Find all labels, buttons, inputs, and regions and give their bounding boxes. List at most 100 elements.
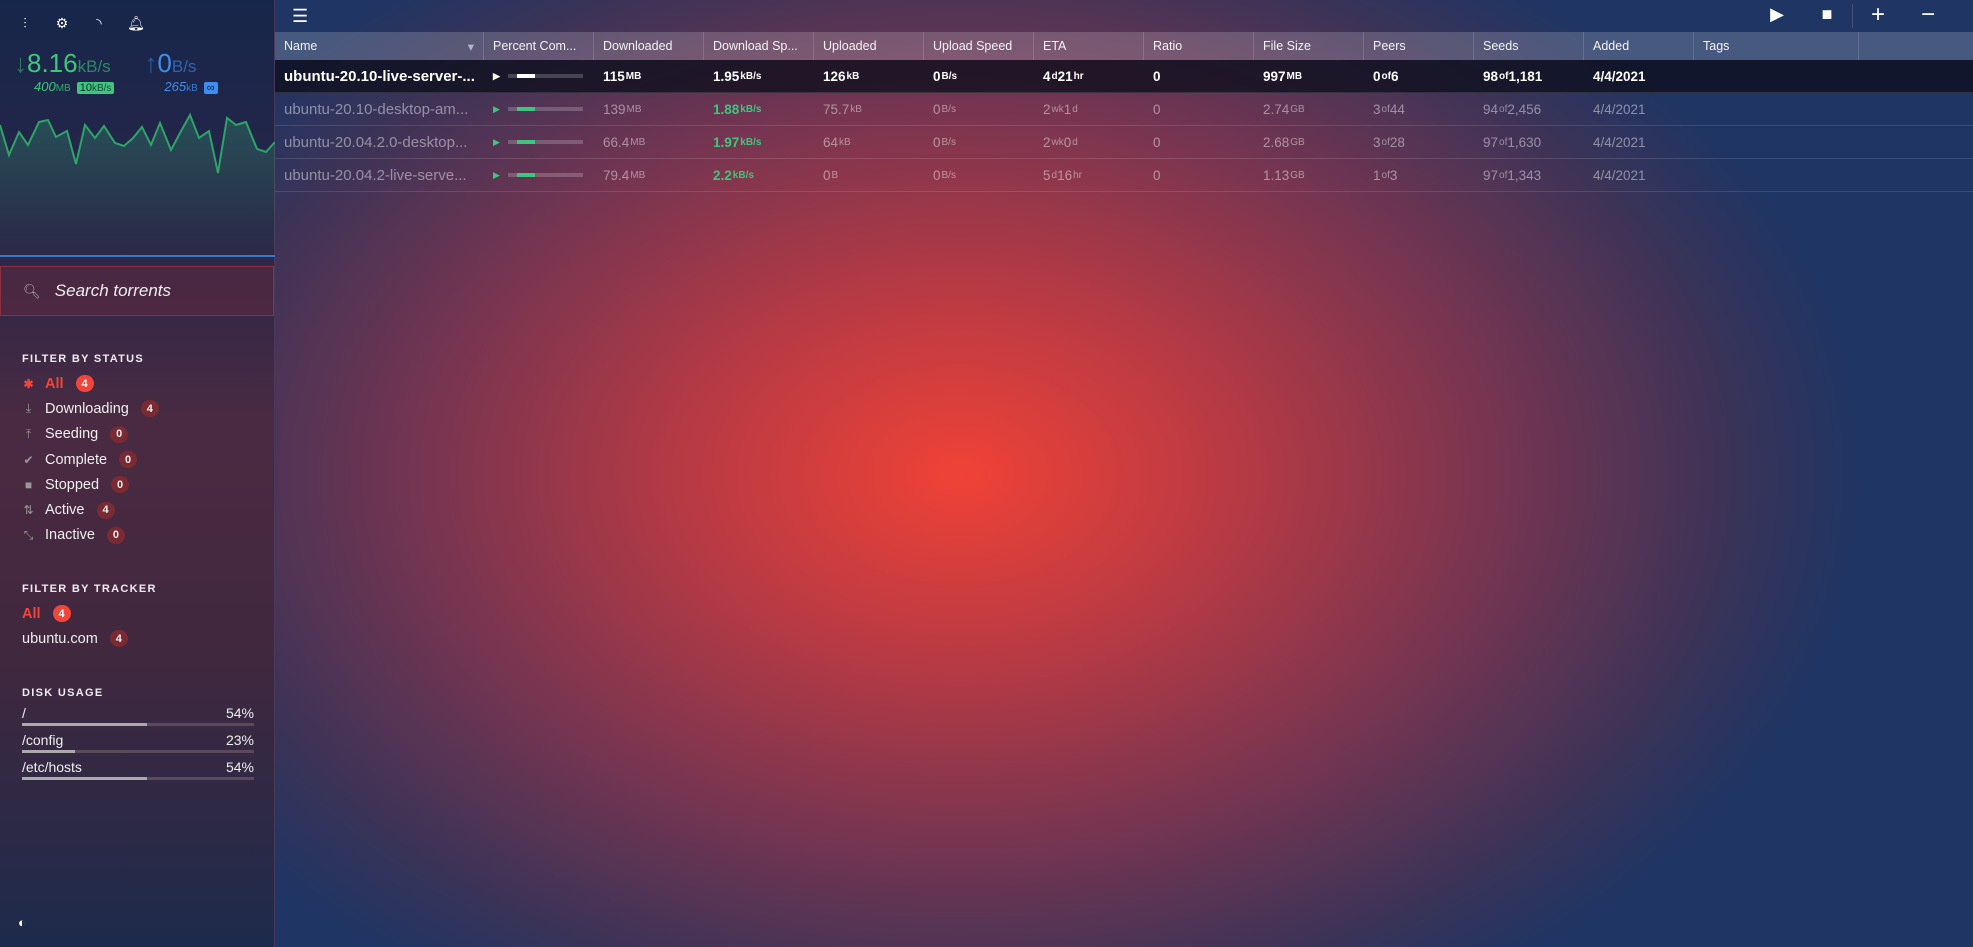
added-date: 4/4/2021 <box>1593 68 1646 84</box>
status-filter-all[interactable]: ✱ All 4 <box>22 371 159 396</box>
cell: 997 MB <box>1254 60 1364 92</box>
add-torrent-icon[interactable]: + <box>1870 1 1885 28</box>
value: 6 <box>1390 68 1399 84</box>
bell-icon[interactable]: 🔔︎ <box>127 14 145 31</box>
status-filter-complete[interactable]: ✔ Complete 0 <box>22 447 159 472</box>
unit: B <box>831 169 839 181</box>
cell: 75.7 kB <box>814 93 924 125</box>
filter-label: Downloading <box>45 400 129 417</box>
column-header[interactable]: Tags <box>1694 32 1859 60</box>
cell: 2.68 GB <box>1254 126 1364 158</box>
value: 21 <box>1057 68 1073 84</box>
count-badge: 4 <box>140 400 159 418</box>
disk-percent: 54% <box>225 759 254 775</box>
equalizer-icon[interactable]: ⫶ <box>23 14 27 31</box>
status-filter-downloading[interactable]: ⤓ Downloading 4 <box>22 396 159 421</box>
filter-label: ubuntu.com <box>22 630 98 647</box>
column-label: Percent Com... <box>493 39 577 53</box>
search-input[interactable]: 🔍︎ Search torrents <box>0 266 274 316</box>
download-total: 400 <box>34 79 56 94</box>
value: 126 <box>823 68 846 84</box>
count-badge: 0 <box>106 526 125 544</box>
unit: of <box>1381 169 1390 181</box>
menu-icon[interactable]: ☰ <box>292 6 309 26</box>
cell: 2.74 GB <box>1254 93 1364 125</box>
status-filter-active[interactable]: ⇅ Active 4 <box>22 497 159 522</box>
cell: 1.13 GB <box>1254 159 1364 191</box>
disk-usage-fill <box>22 723 148 726</box>
rss-icon[interactable]: ◝ <box>96 14 102 31</box>
count-badge: 0 <box>110 425 129 443</box>
column-header[interactable]: Name ▾ <box>275 32 484 60</box>
table-row[interactable]: ubuntu-20.04.2.0-desktop... ▶ 66.4 MB 1.97 kB… <box>275 126 1973 159</box>
added-date: 4/4/2021 <box>1593 134 1646 150</box>
unit: kB/s <box>740 103 762 115</box>
play-icon[interactable]: ▶ <box>493 70 500 81</box>
disk-path: / <box>22 705 26 721</box>
column-label: Peers <box>1373 39 1406 53</box>
disk-usage-item: /config 23% <box>22 732 254 753</box>
gear-icon[interactable]: ⚙ <box>55 14 69 31</box>
value: 2 <box>1043 134 1051 150</box>
column-header[interactable]: Percent Com... <box>484 32 594 60</box>
progress-fill <box>516 173 535 177</box>
value: 28 <box>1389 134 1405 150</box>
status-filter-stopped[interactable]: ■ Stopped 0 <box>22 472 159 497</box>
value: 1,343 <box>1507 167 1542 183</box>
progress-bar <box>507 107 583 111</box>
inactive-icon: ⤡ <box>23 527 34 542</box>
torrent-name: ubuntu-20.10-desktop-am... <box>284 100 469 118</box>
cell: 1 of 3 <box>1364 159 1474 191</box>
status-filter-seeding[interactable]: ⤒ Seeding 0 <box>22 422 159 447</box>
search-placeholder: Search torrents <box>54 281 172 300</box>
cell: 1.95 kB/s <box>704 60 814 92</box>
value: 1.13 <box>1263 167 1290 183</box>
filter-label: Inactive <box>45 527 95 544</box>
count-badge: 0 <box>111 476 130 494</box>
table-row[interactable]: ubuntu-20.10-live-server-... ▶ 115 MB 1.95 kB… <box>275 60 1973 93</box>
value: 1,630 <box>1507 134 1542 150</box>
upload-speed: 0 <box>157 48 172 78</box>
play-icon[interactable]: ▶ <box>493 103 500 114</box>
column-header[interactable]: Peers <box>1364 32 1474 60</box>
arrows-icon: ⇅ <box>23 503 34 518</box>
column-header[interactable]: Ratio <box>1144 32 1254 60</box>
remove-torrent-icon[interactable]: − <box>1920 1 1935 28</box>
value: 64 <box>823 134 839 150</box>
filter-label: All <box>45 375 64 392</box>
status-filter-inactive[interactable]: ⤡ Inactive 0 <box>22 523 159 548</box>
theme-toggle-icon[interactable]: ◐ <box>18 915 26 930</box>
column-header[interactable]: Seeds <box>1474 32 1584 60</box>
play-icon[interactable]: ▶ <box>493 169 500 180</box>
unit: of <box>1381 136 1390 148</box>
upload-limit-badge[interactable]: ∞ <box>203 82 218 94</box>
tracker-filter-item[interactable]: All 4 <box>22 601 157 626</box>
play-icon[interactable]: ▶ <box>493 136 500 147</box>
stop-icon[interactable]: ■ <box>1821 4 1833 24</box>
column-header[interactable]: Uploaded <box>814 32 924 60</box>
disk-path: /etc/hosts <box>22 759 82 775</box>
progress-bar <box>507 140 583 144</box>
speed-graph-line <box>0 112 275 174</box>
column-header[interactable]: Upload Speed <box>924 32 1034 60</box>
column-header[interactable]: ETA <box>1034 32 1144 60</box>
filter-label: Seeding <box>45 426 99 443</box>
table-row[interactable]: ubuntu-20.04.2-live-serve... ▶ 79.4 MB 2.2 kB… <box>275 159 1973 192</box>
cell: 115 MB <box>594 60 704 92</box>
cell: 1.97 kB/s <box>704 126 814 158</box>
start-icon[interactable]: ▶ <box>1770 4 1784 24</box>
unit: wk <box>1051 103 1064 115</box>
column-header[interactable]: Added <box>1584 32 1694 60</box>
table-row[interactable]: ubuntu-20.10-desktop-am... ▶ 139 MB 1.88 kB/s… <box>275 93 1973 126</box>
column-label: File Size <box>1263 39 1311 53</box>
sort-desc-icon[interactable]: ▾ <box>467 39 474 54</box>
column-header[interactable]: File Size <box>1254 32 1364 60</box>
tracker-filter-item[interactable]: ubuntu.com 4 <box>22 626 157 651</box>
value: 0 <box>1373 68 1381 84</box>
column-header[interactable]: Download Sp... <box>704 32 814 60</box>
download-limit-badge[interactable]: 10kB/s <box>76 82 115 94</box>
column-header[interactable]: Downloaded <box>594 32 704 60</box>
cell: 1.88 kB/s <box>704 93 814 125</box>
